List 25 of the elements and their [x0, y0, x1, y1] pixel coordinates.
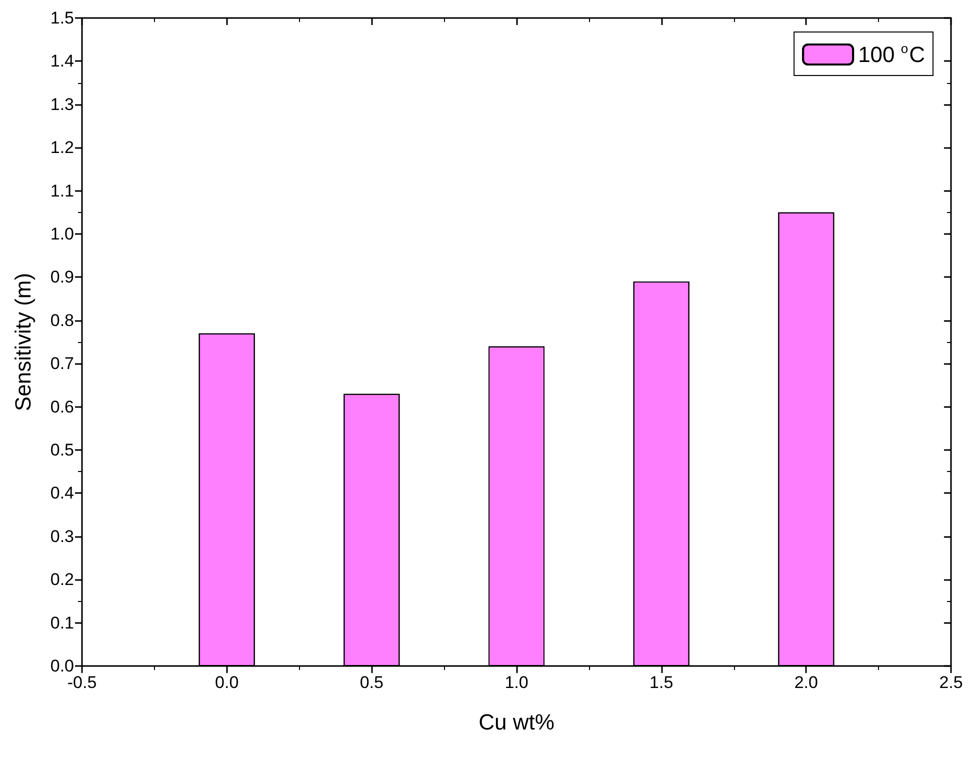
x-tick-label: 2.5 [939, 673, 963, 692]
y-tick-label: 0.9 [50, 268, 74, 287]
y-tick-label: 1.3 [50, 94, 74, 114]
y-tick-label: 0.7 [50, 354, 74, 374]
y-tick-label: 0.2 [50, 570, 74, 590]
x-tick-label: 0.5 [360, 673, 384, 692]
y-tick-label: 1.1 [50, 181, 74, 200]
x-tick-label: 0.0 [215, 673, 239, 692]
y-tick-label: 1.0 [50, 224, 74, 244]
y-tick-label: 1.2 [50, 138, 74, 158]
y-tick-label: 0.1 [50, 613, 74, 632]
x-tick-label: 1.0 [504, 673, 528, 692]
y-tick-label: 0.4 [50, 484, 74, 503]
y-tick-label: 1.5 [50, 8, 74, 28]
x-tick-label: -0.5 [67, 673, 97, 692]
y-tick-label: 0.6 [50, 397, 74, 416]
y-tick-label: 0.5 [50, 440, 74, 460]
y-tick-label: 0.0 [50, 656, 74, 676]
y-tick-label: 0.8 [50, 310, 74, 330]
y-tick-label: 0.3 [50, 526, 74, 546]
x-tick-label: 2.0 [794, 673, 818, 692]
y-tick-label: 1.4 [50, 52, 74, 71]
x-axis-title: Cu wt% [478, 710, 554, 734]
x-tick-label: 1.5 [650, 673, 674, 692]
y-axis-title: Sensitivity (m) [10, 272, 36, 412]
